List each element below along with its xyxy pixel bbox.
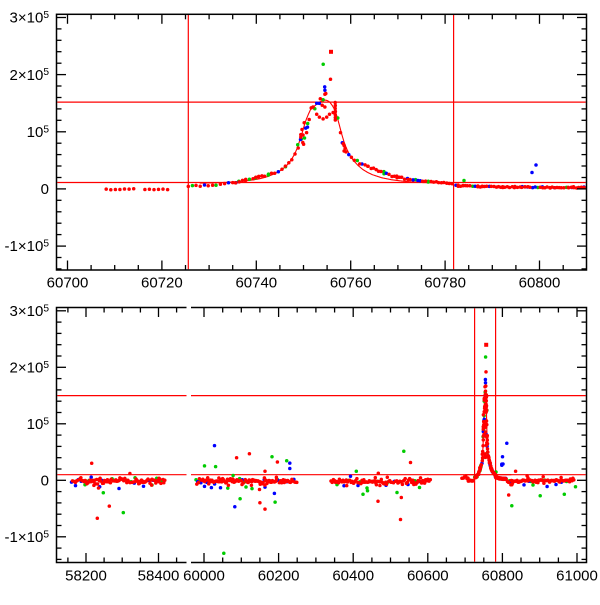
- svg-text:3×105: 3×105: [10, 10, 50, 27]
- svg-text:2×105: 2×105: [10, 67, 50, 84]
- svg-text:2×105: 2×105: [10, 360, 50, 377]
- svg-text:0: 0: [41, 473, 49, 490]
- svg-text:58400: 58400: [138, 568, 180, 585]
- svg-text:60740: 60740: [235, 275, 277, 292]
- svg-text:-1×105: -1×105: [5, 529, 50, 546]
- svg-text:60200: 60200: [258, 568, 300, 585]
- svg-text:3×105: 3×105: [10, 303, 50, 320]
- svg-text:60780: 60780: [424, 275, 466, 292]
- svg-text:60720: 60720: [141, 275, 183, 292]
- svg-text:60800: 60800: [519, 275, 561, 292]
- svg-text:-1×105: -1×105: [5, 238, 50, 255]
- svg-text:60800: 60800: [482, 568, 524, 585]
- svg-text:60400: 60400: [332, 568, 374, 585]
- svg-text:0: 0: [41, 181, 49, 198]
- svg-text:60600: 60600: [407, 568, 449, 585]
- svg-text:60760: 60760: [330, 275, 372, 292]
- svg-text:58200: 58200: [65, 568, 107, 585]
- svg-text:60000: 60000: [183, 568, 225, 585]
- svg-text:61000: 61000: [556, 568, 598, 585]
- svg-text:60700: 60700: [47, 275, 89, 292]
